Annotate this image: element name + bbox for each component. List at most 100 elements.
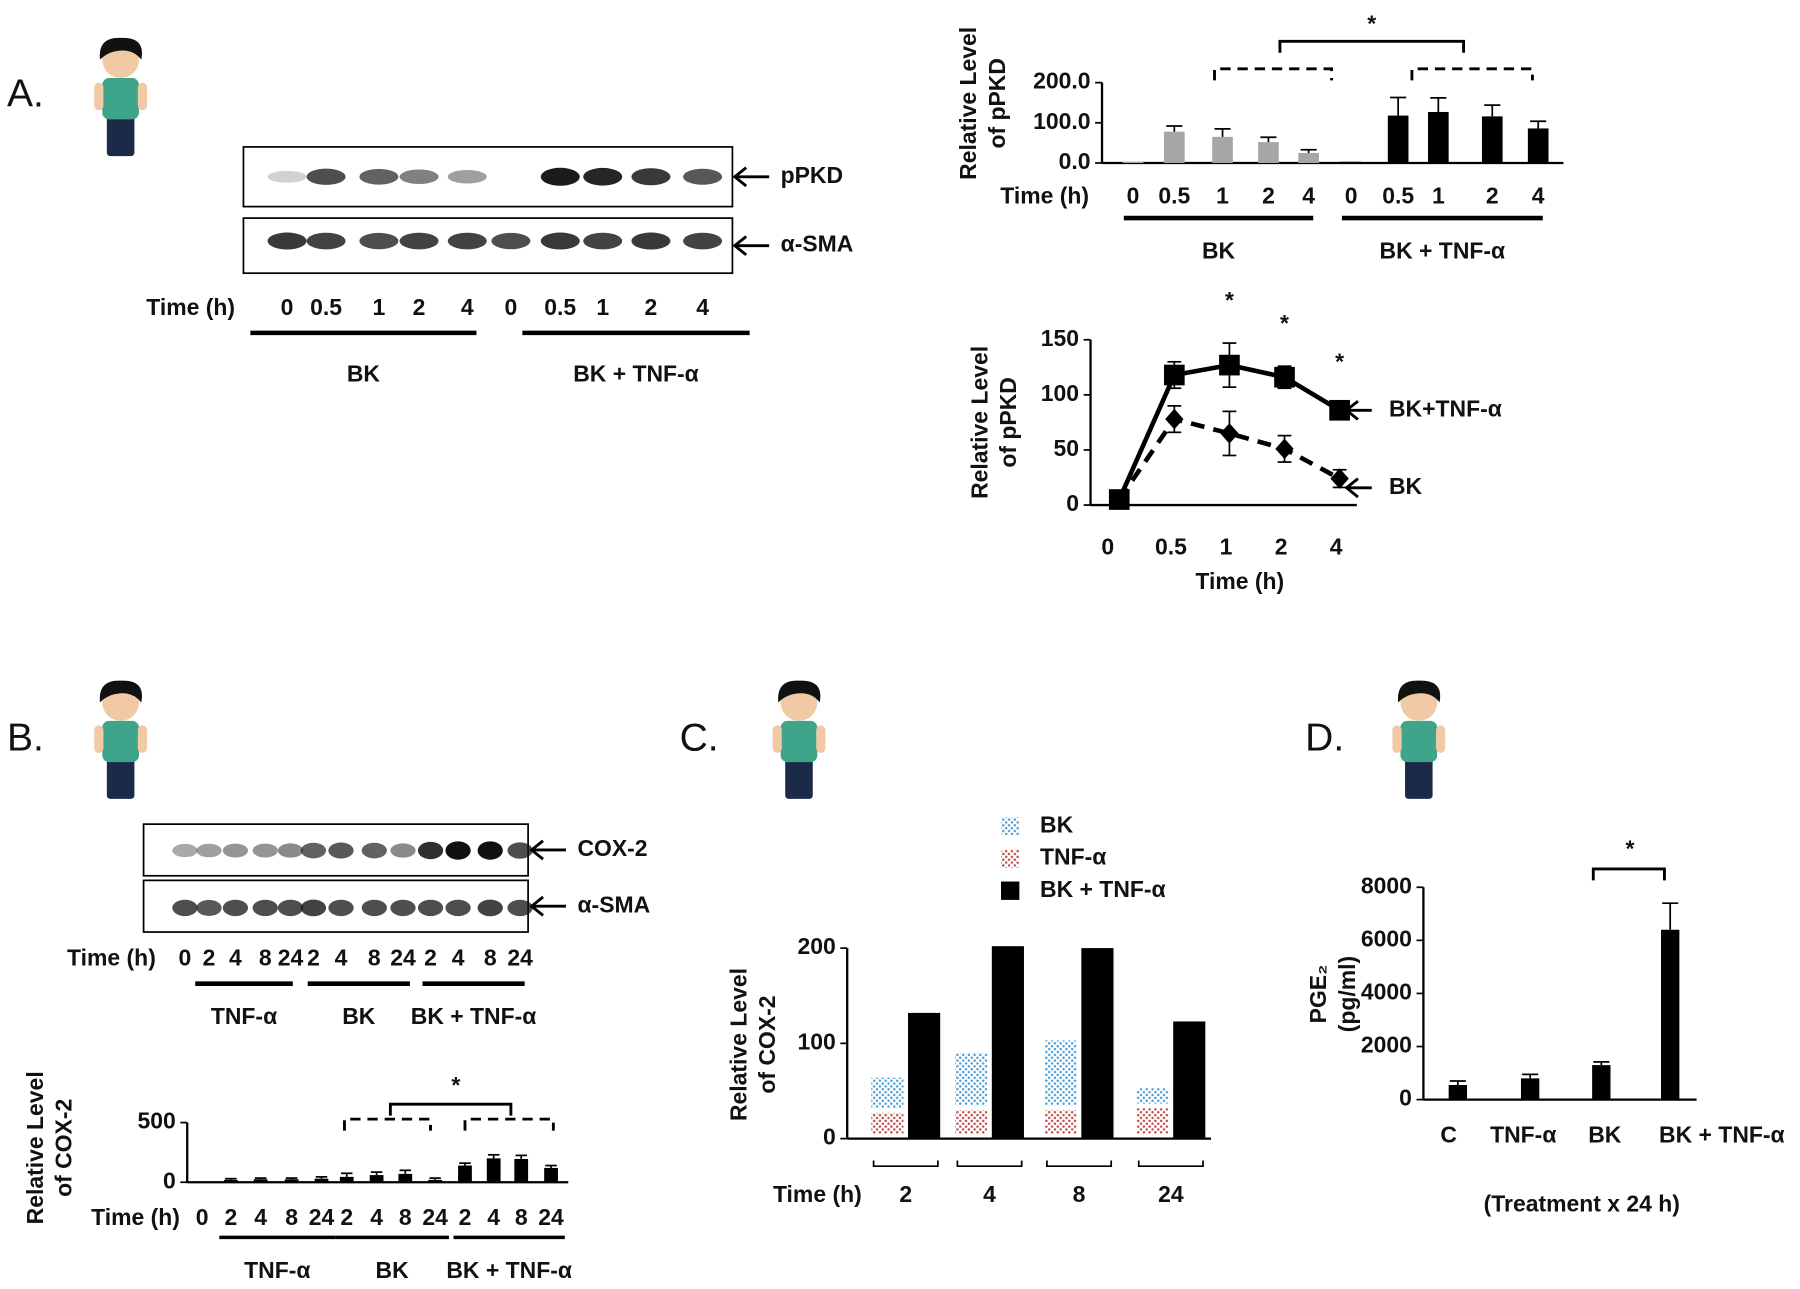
blot-band: [252, 843, 278, 858]
bar: [486, 1158, 501, 1183]
blot-band: [300, 842, 327, 859]
blot-band: [507, 842, 533, 859]
x-tick-label: BK + TNF-α: [1659, 1121, 1785, 1147]
person-icon: [1392, 680, 1446, 799]
significance-star: *: [1225, 287, 1234, 313]
error-bar: [370, 1171, 383, 1176]
y-tick-label: 6000: [1361, 925, 1412, 951]
lane-label: 2: [645, 294, 658, 320]
person-icon: [94, 37, 148, 157]
significance-bracket: [463, 1117, 555, 1131]
bar: [1212, 136, 1233, 163]
bar: [1527, 128, 1549, 163]
x-tick-label: 8: [515, 1204, 528, 1230]
blot-band: [328, 842, 354, 859]
error-bar: [1260, 136, 1277, 143]
bar: [253, 1179, 268, 1183]
y-tick-label: 0: [163, 1167, 176, 1193]
error-bar: [315, 1176, 328, 1179]
blot-band: [683, 168, 723, 185]
blot-band: [447, 232, 487, 250]
blot-band: [172, 899, 198, 917]
lane-label: 0: [505, 294, 518, 320]
bar: [1661, 929, 1680, 1100]
error-bar: [1300, 148, 1317, 153]
significance-bracket: [388, 1102, 513, 1116]
x-tick-label: 4: [1532, 182, 1545, 208]
error-bar: [1530, 120, 1547, 129]
x-tick-label: 24: [538, 1204, 564, 1230]
blot-band: [417, 899, 444, 917]
bar: [428, 1179, 443, 1183]
x-tick-label: 1: [1220, 534, 1233, 560]
band-label: α-SMA: [577, 891, 650, 917]
arrow-head: [732, 235, 748, 256]
legend-label: TNF-α: [1040, 844, 1106, 870]
error-bar: [459, 1162, 471, 1166]
blot-band: [417, 841, 444, 860]
x-tick-label: 24: [309, 1204, 335, 1230]
bar: [1298, 152, 1319, 163]
bar: [1448, 1085, 1468, 1100]
lane-label: 8: [259, 945, 272, 971]
group-label: BK: [376, 1257, 410, 1283]
blot-band: [300, 899, 327, 917]
bar-segment: [1044, 1040, 1077, 1106]
bar: [284, 1179, 299, 1183]
lane-label: 4: [452, 945, 465, 971]
blot-band: [390, 899, 416, 917]
blot-band: [361, 899, 387, 917]
bar: [1592, 1065, 1611, 1100]
bar: [1081, 948, 1114, 1139]
arrow-head: [1344, 477, 1359, 499]
error-bar: [515, 1154, 527, 1159]
significance-star: *: [1335, 349, 1344, 375]
significance-star: *: [451, 1072, 460, 1098]
significance-bracket: [1410, 67, 1534, 81]
y-tick-label: 150: [1041, 325, 1079, 351]
x-tick-label: 8: [1073, 1181, 1086, 1207]
blot-band: [306, 168, 346, 185]
blot-band: [445, 899, 471, 917]
blot-band: [631, 232, 671, 250]
legend-swatch: [1001, 849, 1020, 868]
blot-band: [540, 167, 580, 186]
arrow-head: [732, 166, 748, 188]
bar: [1122, 161, 1144, 163]
blot-band: [477, 841, 503, 860]
arrow-head: [529, 839, 544, 861]
person-icon: [94, 680, 148, 799]
blot-band: [196, 843, 222, 858]
blot-band: [390, 843, 416, 858]
error-bar: [1430, 97, 1447, 112]
category-bracket: [1137, 1160, 1204, 1168]
lane-label: 4: [461, 294, 474, 320]
lane-label: 4: [229, 945, 242, 971]
significance-bracket: [343, 1117, 432, 1131]
x-tick-label: 0.5: [1382, 182, 1414, 208]
y-tick-label: 4000: [1361, 978, 1412, 1004]
y-tick-label: 100: [1041, 380, 1079, 406]
x-tick-label: 4: [983, 1181, 996, 1207]
x-tick-label: 4: [1330, 534, 1343, 560]
point: [1329, 399, 1350, 421]
x-axis-label: Time (h): [91, 1204, 180, 1230]
x-tick-label: 2: [224, 1204, 237, 1230]
blot-band: [306, 232, 346, 250]
bar: [544, 1167, 558, 1183]
significance-star: *: [1280, 310, 1289, 336]
lane-label: 2: [203, 945, 216, 971]
x-axis-label: Time (h): [773, 1181, 862, 1207]
bar: [1340, 161, 1362, 163]
bar-segment: [871, 1112, 904, 1135]
group-label: BK + TNF-α: [1380, 238, 1506, 264]
y-tick-label: 100.0: [1033, 108, 1090, 134]
x-tick-label: 0: [1127, 182, 1140, 208]
series-line: [1117, 416, 1341, 501]
bar: [339, 1176, 354, 1183]
blot-band: [252, 899, 278, 917]
bar: [223, 1179, 238, 1183]
legend-label: BK + TNF-α: [1040, 876, 1166, 902]
legend-swatch: [1001, 881, 1020, 900]
blot-band: [477, 899, 503, 917]
